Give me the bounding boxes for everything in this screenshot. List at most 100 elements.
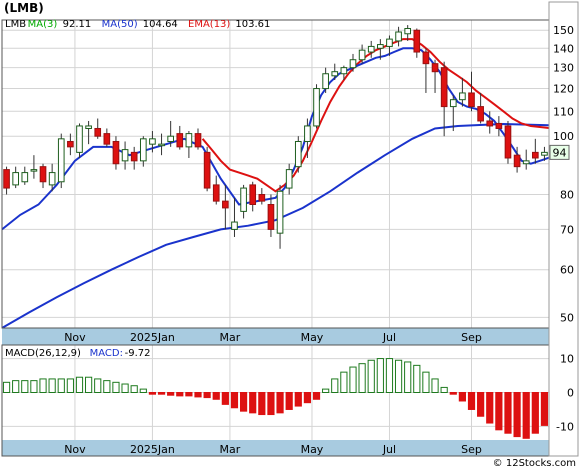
macd-bar (230, 392, 239, 409)
macd-bar (39, 378, 47, 393)
price-y-tick-label: 100 (553, 130, 574, 143)
candle-up (404, 28, 412, 35)
candle-up (313, 88, 320, 127)
macd-bar (249, 392, 257, 414)
price-y-tick-label: 80 (560, 189, 574, 202)
candle-down (112, 140, 120, 165)
macd-bar (239, 392, 248, 412)
macd-histogram (2, 358, 549, 439)
macd-bar (258, 392, 266, 416)
candle-down (203, 151, 211, 189)
macd-bar (431, 378, 439, 393)
macd-bar (48, 378, 56, 393)
macd-bar (212, 392, 220, 400)
candle-down (212, 184, 220, 202)
macd-x-axis-band (2, 440, 549, 456)
candle-down (431, 63, 439, 73)
candle-up (185, 133, 193, 148)
candle-up (48, 172, 56, 186)
macd-y-tick-label: 10 (560, 353, 574, 366)
price-x-tick-label: May (301, 331, 324, 344)
macd-bar (167, 392, 175, 396)
candle-up (304, 125, 311, 142)
legend: LMB MA(3) 92.11 MA(50) 104.64 EMA(13) 103.61 MA… (5, 19, 270, 359)
candle-down (477, 106, 484, 122)
axes: 50607080100110120130140150100-10NovNov20… (64, 24, 574, 456)
candle-up (340, 67, 348, 75)
candle-down (486, 120, 494, 127)
candle-up (21, 172, 29, 183)
candle-down (94, 127, 102, 137)
price-y-tick-label: 140 (553, 42, 574, 55)
candle-down (495, 122, 503, 129)
price-legend-label: MA(50) (102, 19, 138, 30)
candle-up (121, 149, 129, 162)
candle-down (130, 151, 138, 162)
price-x-tick-label: Mar (220, 331, 241, 344)
macd-bar (66, 378, 74, 393)
macd-bar (422, 371, 430, 393)
macd-x-tick-label: Sep (461, 443, 482, 456)
macd-bar (376, 358, 384, 394)
macd-bar (458, 392, 466, 402)
price-y-tick-label: 60 (560, 264, 574, 277)
macd-bar (367, 359, 375, 393)
macd-bar (21, 380, 29, 393)
price-x-axis-band (2, 328, 549, 345)
macd-x-tick-label: Nov (64, 443, 86, 456)
candle-up (276, 190, 284, 234)
macd-bar (477, 392, 485, 417)
macd-bar (413, 364, 421, 394)
macd-bar (2, 381, 11, 394)
macd-bar (504, 392, 512, 434)
macd-bar (276, 392, 284, 414)
price-candles (3, 25, 548, 249)
macd-bar (294, 392, 302, 407)
macd-bar (57, 378, 65, 393)
candle-down (413, 29, 421, 53)
macd-y-tick-label: 0 (567, 387, 574, 400)
macd-x-tick-label: May (301, 443, 324, 456)
price-y-tick-label: 110 (553, 105, 574, 118)
macd-x-tick-label: Jul (382, 443, 396, 456)
macd-bar (467, 392, 476, 410)
candle-up (85, 125, 92, 129)
macd-legend-label: MACD(26,12,9) (5, 348, 81, 359)
macd-y-tick-label: -10 (556, 420, 574, 433)
candle-down (39, 166, 47, 183)
macd-x-tick-label: 2025Jan (130, 443, 175, 456)
candle-down (267, 204, 275, 230)
macd-bar (203, 392, 211, 399)
candle-up (522, 160, 530, 165)
macd-bar (85, 376, 93, 394)
candle-up (395, 31, 402, 42)
candle-up (358, 49, 366, 61)
price-y-tick-label: 70 (560, 223, 574, 236)
macd-bar (349, 366, 357, 393)
price-legend-label: LMB (5, 19, 26, 30)
macd-bar (121, 383, 129, 393)
macd-bar (185, 392, 193, 397)
macd-bar (495, 392, 503, 431)
price-y-tick-label: 150 (553, 24, 574, 37)
candle-down (67, 140, 74, 148)
candle-up (294, 140, 302, 168)
macd-bar (394, 359, 403, 393)
price-y-tick-label: 120 (553, 83, 574, 96)
candle-down (513, 154, 521, 168)
macd-bar (303, 392, 312, 404)
candle-up (76, 125, 83, 153)
candle-down (440, 67, 448, 108)
price-x-tick-label: Sep (461, 331, 482, 344)
candle-down (103, 133, 111, 145)
price-y-tick-label: 50 (560, 311, 574, 324)
macd-bar (322, 388, 330, 394)
price-x-tick-label: 2025Jan (130, 331, 175, 344)
candle-up (30, 169, 38, 172)
candle-down (3, 169, 10, 189)
candle-up (285, 169, 293, 189)
last-price-tag (549, 144, 570, 160)
candle-up (167, 135, 174, 142)
right-axis-frame (548, 1, 579, 457)
